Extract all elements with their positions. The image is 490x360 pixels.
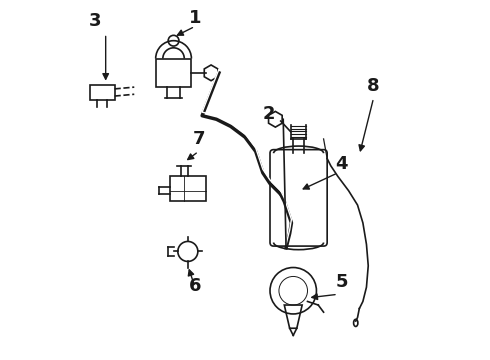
Text: 6: 6 (189, 277, 201, 295)
Bar (170, 176, 206, 202)
Text: 3: 3 (89, 12, 101, 30)
Text: 2: 2 (263, 105, 275, 123)
Text: 7: 7 (192, 130, 205, 148)
Text: 1: 1 (189, 9, 201, 27)
Text: 5: 5 (335, 273, 348, 291)
Text: 8: 8 (368, 77, 380, 95)
Text: 4: 4 (335, 155, 348, 173)
Bar (90, 85, 115, 100)
